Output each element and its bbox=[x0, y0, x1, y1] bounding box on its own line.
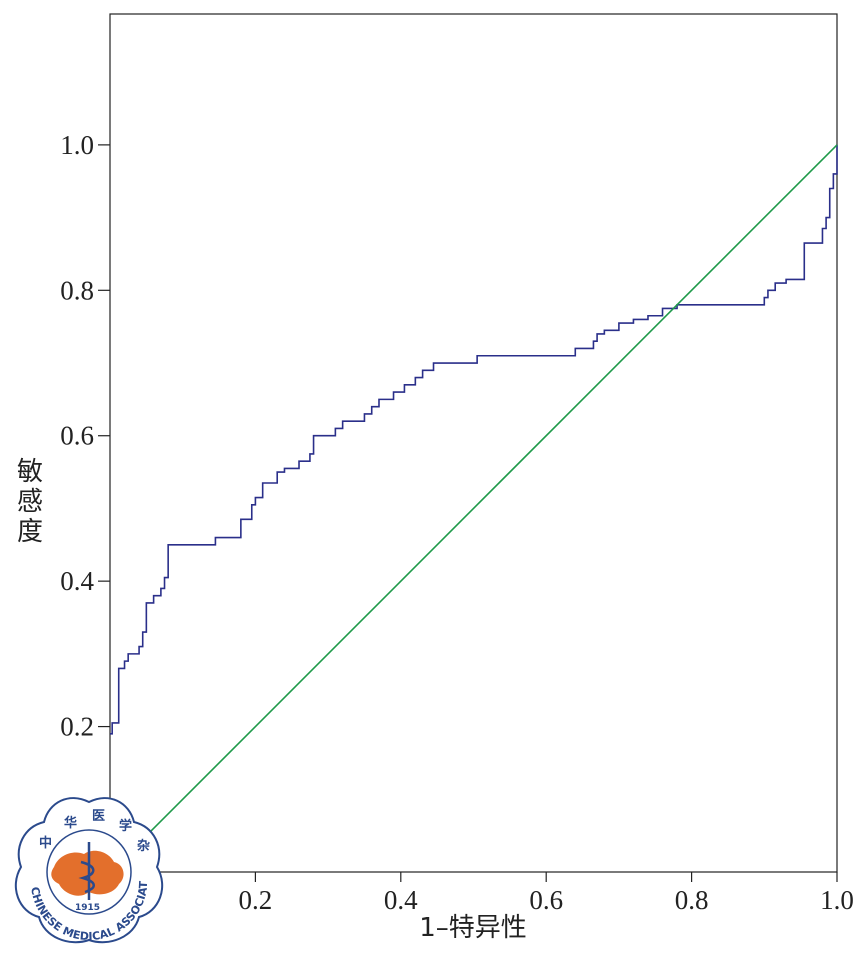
x-axis-title: 1–特异性 bbox=[419, 913, 527, 943]
plot-frame bbox=[109, 13, 838, 873]
logo-char-4: 杂 bbox=[137, 838, 150, 854]
roc-curve-line bbox=[110, 144, 838, 735]
y-tick-label: 0.8 bbox=[60, 275, 94, 305]
association-logo: 中 华 医 学 杂 1915 CHINESE MEDICAL ASSOCIATI… bbox=[14, 797, 164, 944]
logo-staff-icon bbox=[78, 842, 95, 900]
logo-char-0: 中 bbox=[39, 835, 52, 851]
logo-year: 1915 bbox=[75, 903, 100, 913]
series-lines bbox=[109, 144, 838, 873]
logo-char-3: 学 bbox=[119, 818, 132, 834]
logo-char-1: 华 bbox=[64, 815, 77, 831]
x-axis-ticks: 0.00.20.40.60.81.0 bbox=[93, 872, 854, 915]
y-tick-label: 0.2 bbox=[60, 712, 94, 742]
y-tick-label: 0.6 bbox=[60, 421, 94, 451]
reference-diagonal-line bbox=[109, 144, 838, 873]
y-tick-label: 0.4 bbox=[60, 566, 94, 596]
y-tick-label: 1.0 bbox=[60, 130, 94, 160]
logo-china-map-icon bbox=[51, 850, 124, 896]
x-tick-label: 1.0 bbox=[820, 885, 854, 915]
y-axis-ticks: 0.00.20.40.60.81.0 bbox=[60, 130, 110, 887]
x-tick-label: 0.2 bbox=[239, 885, 273, 915]
x-tick-label: 0.6 bbox=[529, 885, 563, 915]
y-axis-title: 敏感度 bbox=[17, 457, 43, 547]
x-tick-label: 0.4 bbox=[384, 885, 418, 915]
logo-char-2: 医 bbox=[92, 809, 105, 824]
x-tick-label: 0.8 bbox=[675, 885, 709, 915]
